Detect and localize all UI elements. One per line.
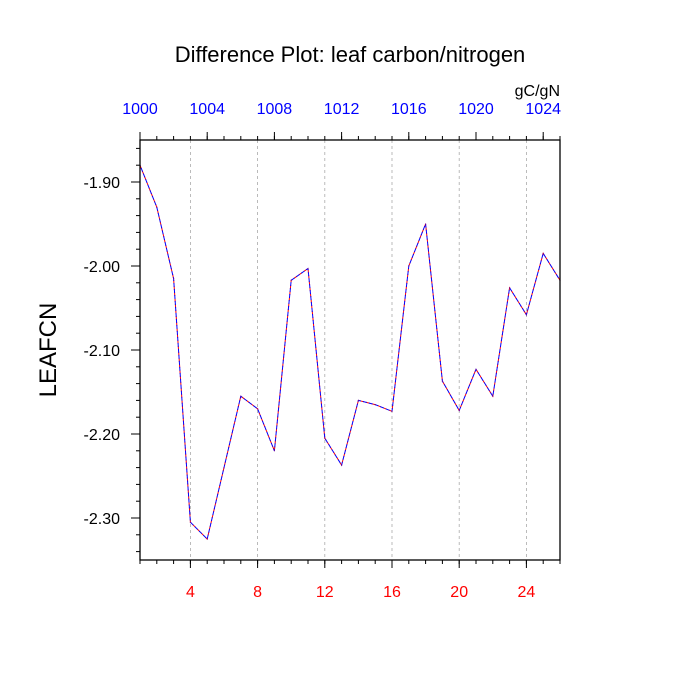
data-point [492, 395, 494, 397]
data-point [509, 287, 511, 289]
data-point [223, 467, 225, 469]
y-tick-label: -2.30 [84, 511, 121, 528]
y-tick-label: -2.20 [84, 427, 121, 444]
tick-labels: 4 8 12 16 20 24 1000 1004 1008 1012 1016 1020 1024 -2… [84, 101, 562, 601]
data-point [189, 521, 191, 523]
x-tick-label-top: 1000 [122, 101, 158, 118]
grid-lines [189, 140, 527, 560]
x-tick-label-top: 1016 [391, 101, 427, 118]
y-tick-label: -2.10 [84, 343, 121, 360]
x-tick-label-top: 1012 [324, 101, 360, 118]
x-tick-label-top: 1008 [257, 101, 293, 118]
plot-area-frame [139, 139, 561, 561]
x-tick-label-top: 1020 [458, 101, 494, 118]
y-tick-label: -2.00 [84, 259, 121, 276]
chart-title: Difference Plot: leaf carbon/nitrogen [175, 42, 526, 67]
x-tick-label-bottom: 16 [383, 584, 401, 601]
data-point [240, 395, 242, 397]
y-tick-label: -1.90 [84, 175, 121, 192]
units-label: gC/gN [515, 83, 560, 100]
data-point [425, 223, 427, 225]
data-point [307, 267, 309, 270]
data-point [341, 464, 343, 466]
data-point [273, 450, 275, 452]
data-point [357, 399, 359, 401]
data-point [257, 408, 259, 410]
x-tick-label-bottom: 12 [316, 584, 334, 601]
series-line-red [139, 165, 561, 540]
data-point [475, 368, 477, 370]
data-point [542, 252, 544, 254]
data-point [525, 314, 528, 316]
x-tick-label-bottom: 24 [518, 584, 536, 601]
data-point [156, 206, 158, 208]
data-point [324, 437, 326, 439]
data-point [408, 265, 410, 267]
x-tick-label-bottom: 8 [253, 584, 262, 601]
data-point [441, 380, 443, 382]
data-point [374, 404, 376, 406]
data-point [173, 278, 175, 280]
data-point [206, 538, 208, 540]
y-axis-label: LEAFCN [35, 303, 62, 398]
data-point [391, 410, 393, 412]
series-lines [139, 164, 561, 540]
data-point [290, 279, 292, 281]
x-tick-label-top: 1004 [189, 101, 225, 118]
series-line-blue [139, 165, 561, 540]
x-tick-label-bottom: 20 [450, 584, 468, 601]
x-tick-label-bottom: 4 [186, 584, 195, 601]
data-point [458, 409, 460, 412]
x-tick-label-top: 1024 [525, 101, 561, 118]
axis-ticks [131, 132, 561, 568]
